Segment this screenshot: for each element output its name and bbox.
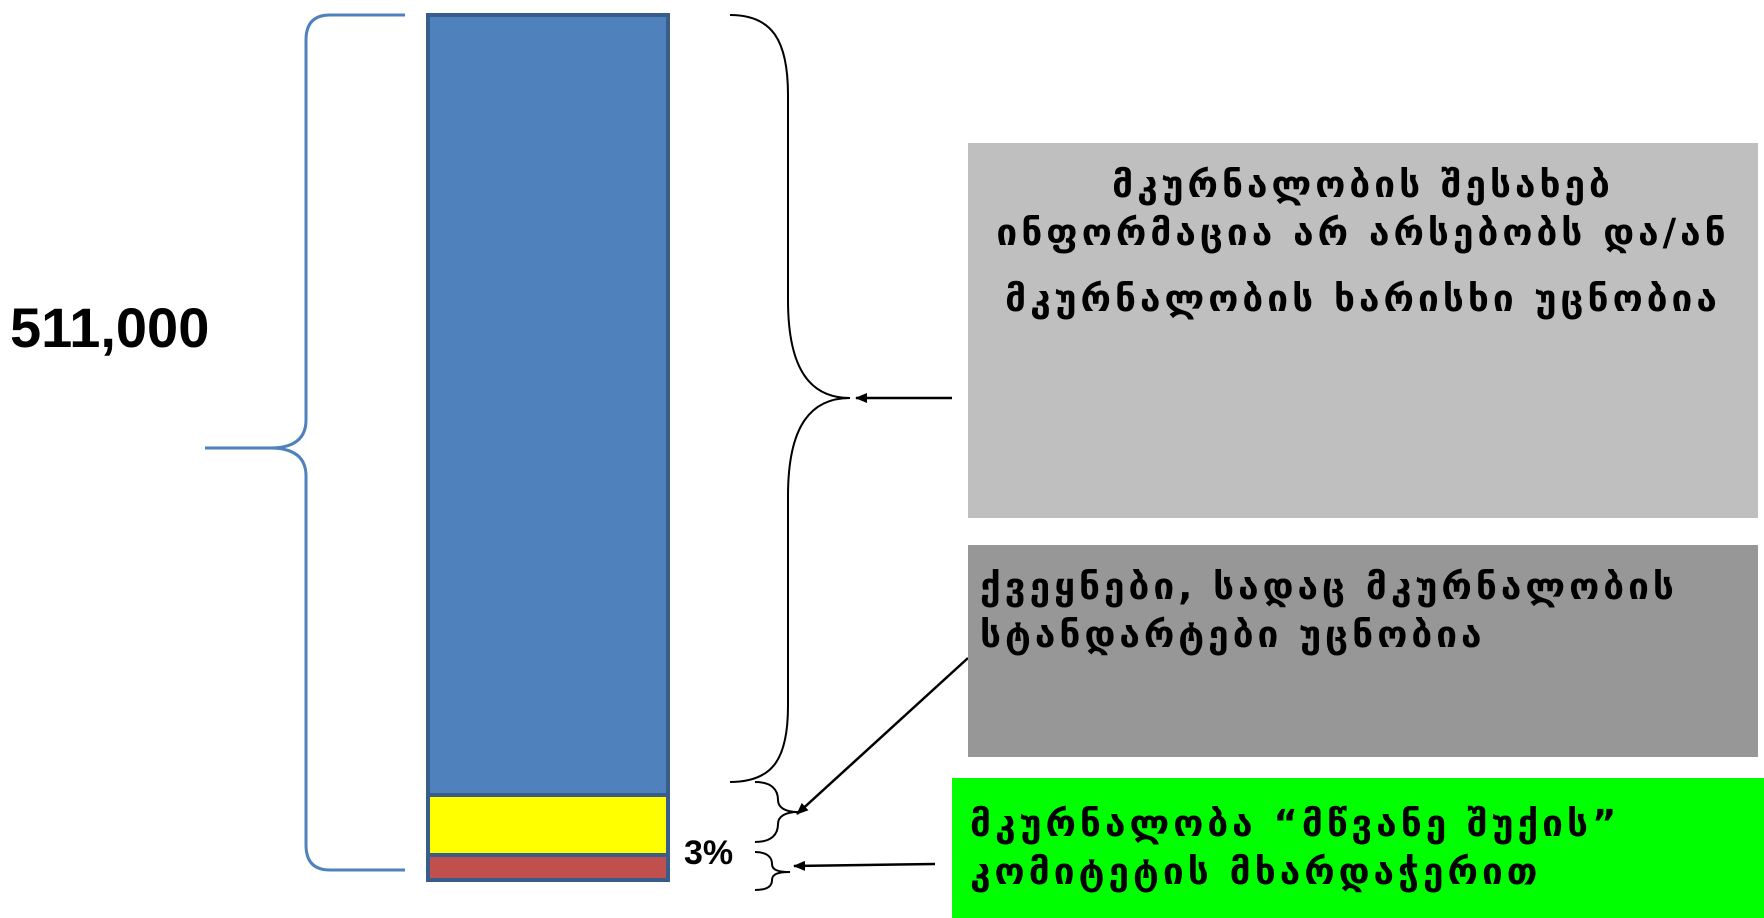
- total-label: 511,000: [10, 296, 210, 359]
- bar-segment-yellow: [426, 793, 670, 857]
- unknown-standards-box: ქვეყნები, სადაც მკურნალობის სტანდარტები …: [968, 545, 1758, 757]
- right-large-brace: [729, 14, 851, 783]
- bar-segment-red: [426, 853, 670, 882]
- arrow-to-yellow-brace: [796, 657, 969, 815]
- unknown-standards-text: ქვეყნები, სადაც მკურნალობის სტანდარტები …: [980, 565, 1678, 657]
- unknown-treatment-text-2: მკურნალობის ხარისხი უცნობია: [1005, 277, 1721, 321]
- unknown-treatment-box: მკურნალობის შესახებ ინფორმაცია არ არსებო…: [968, 143, 1758, 518]
- green-light-box: მკურნალობა “მწვანე შუქის” კომიტეტის მხარ…: [952, 778, 1764, 918]
- arrow-to-red-brace: [793, 860, 936, 871]
- right-small-brace-yellow: [754, 781, 799, 843]
- right-small-brace-red: [754, 851, 791, 891]
- left-total-brace: [205, 13, 405, 872]
- unknown-treatment-text-1: მკურნალობის შესახებ ინფორმაცია არ არსებო…: [996, 163, 1730, 255]
- green-light-text: მკურნალობა “მწვანე შუქის” კომიტეტის მხარ…: [970, 802, 1621, 894]
- bar-segment-blue: [426, 13, 670, 797]
- percent-label: 3%: [684, 834, 734, 872]
